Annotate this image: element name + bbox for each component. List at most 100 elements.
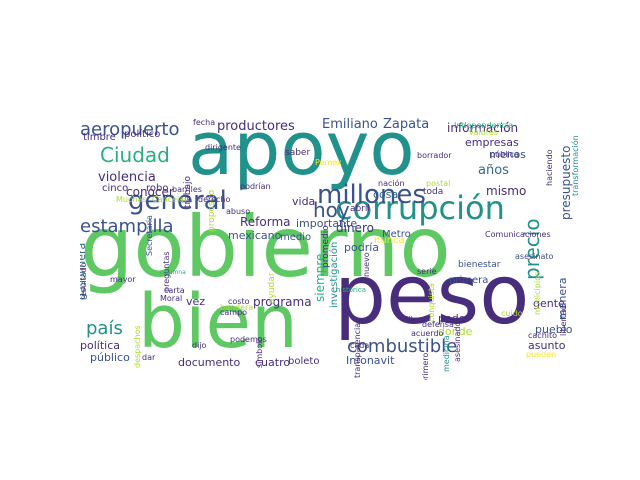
word: pública [490,150,519,159]
word: investigación [329,241,340,308]
word: columna [160,269,186,276]
word: estampilla [80,216,174,237]
word: cinco [102,183,129,194]
word: saber [285,148,311,158]
word: documento [178,356,241,369]
word: general [128,186,227,216]
word: Comunicaciones [485,230,551,239]
word: productores [217,119,295,134]
word: bien [138,279,298,365]
word: acuerdo [411,329,444,338]
word: boleto [288,356,320,367]
word: programa [253,295,312,309]
word: histórica [336,286,367,294]
word: Independencia [454,121,514,130]
word: serie [417,267,437,276]
word: dinero [336,221,374,235]
word: defensa [422,320,454,329]
word: gobierno [80,198,451,296]
word: corrupción [335,189,505,227]
word: asunto [528,339,566,352]
word: primero [421,352,430,380]
word: valores [469,128,498,137]
word: pueden [526,350,557,359]
word-cloud: apoyo gobierno peso bien corrupción millones g… [80,100,580,380]
word: timbre [83,132,116,143]
word: abuso [226,207,251,216]
word: años [478,163,509,178]
word: mismo [486,184,527,198]
word: información [447,121,519,135]
word: público [90,351,130,364]
word: mayor [110,275,136,284]
word: Pemex [315,158,342,167]
word: toda [423,187,444,197]
word: empresas [465,136,519,149]
word: bienestar [458,260,501,270]
word: Moral [160,294,183,303]
word: cuido [501,309,523,318]
word: derecho [198,195,231,204]
word: asesinato [515,252,554,261]
word: nunca [374,235,405,246]
word: aeropuerto [80,119,180,140]
word: postal [426,179,451,188]
word: Cancelar [152,195,188,204]
word: barriles [172,185,202,194]
word: haciendo [545,149,554,186]
word: borrador [417,151,452,160]
word: resultado [80,262,88,300]
word: cosa [373,188,399,201]
word: robo [146,183,169,194]
word: Infonavit [346,354,395,367]
word: Secretaría [145,215,154,256]
word: carta [164,286,185,295]
word: vez [186,295,206,308]
word: podemos [230,335,267,344]
word: promedio [321,225,331,268]
word: importante [296,217,358,230]
word: millones [317,180,426,210]
word: nuevo [362,252,371,277]
word: campo [220,308,248,317]
word: ayudar [267,272,277,304]
word: pueblo [535,323,573,336]
word: medio [280,232,312,243]
word: costo [228,297,250,306]
word: gente [533,297,565,310]
word: país [86,318,123,339]
word: primera [449,275,489,286]
word: cuatro [255,356,291,369]
word: Metro [382,229,411,240]
word: menos [489,148,526,161]
word: fecha [193,118,216,127]
word: Muchas [116,195,147,204]
word: vida [292,195,316,208]
word: nación [378,179,405,188]
word: conquista [427,283,436,322]
word: dijo [192,341,207,350]
word: hoy [313,198,350,222]
word: abril [350,204,370,214]
word: Ciudad [100,143,170,167]
word: cada [350,341,370,350]
word: medicina [442,335,451,372]
word: conocer [126,185,174,199]
word: asesinado [453,321,462,362]
word: transparencia [353,322,362,378]
word: mexicano [228,229,282,242]
word: peso [334,248,530,343]
word: precio [520,218,544,280]
word: despachos [133,325,142,368]
word: violencia [98,170,156,185]
word: libertad [559,305,568,336]
word: apoyo [188,106,415,192]
word: poder [438,312,470,325]
word: litro [406,315,422,324]
word: podría [344,241,380,254]
word: Emiliano [322,117,378,132]
word: cachito [528,331,558,340]
word: dar [142,353,156,362]
word: bandera [220,303,254,312]
word: dirigente [205,143,241,152]
